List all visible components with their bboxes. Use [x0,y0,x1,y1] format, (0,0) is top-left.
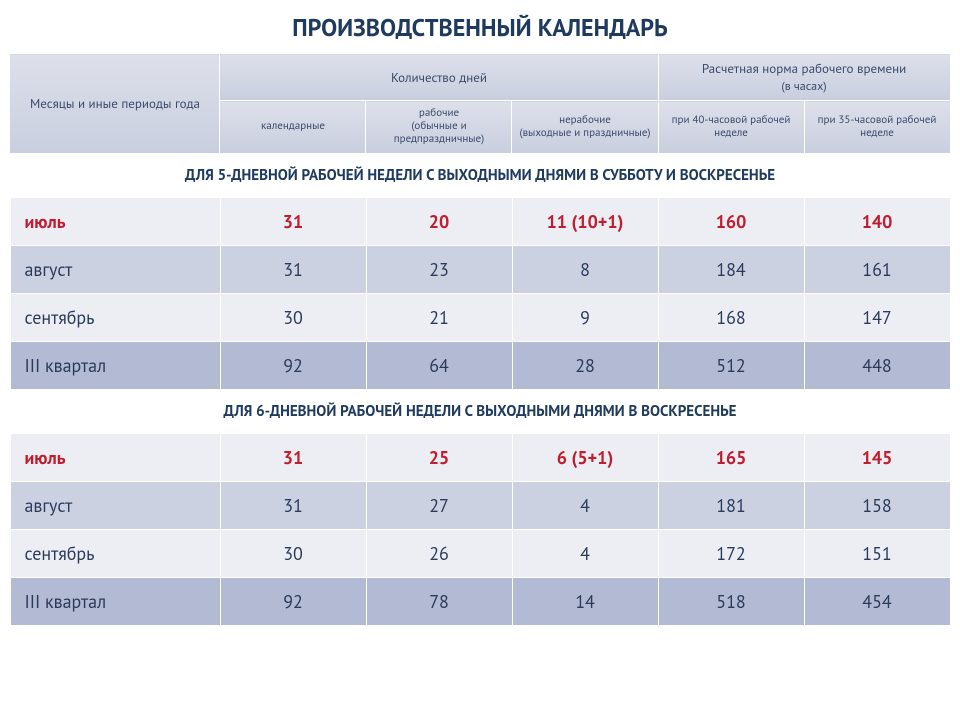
cell: 168 [658,293,804,341]
row-label: III квартал [10,577,220,625]
row-label: июль [10,197,220,245]
cell: 165 [658,433,804,481]
table-row-total: III квартал 92 78 14 518 454 [10,577,950,625]
table-row: август 31 27 4 181 158 [10,481,950,529]
hdr-norm-label: Расчетная норма рабочего времени [702,60,906,77]
table-row: август 31 23 8 184 161 [10,245,950,293]
row-label: июль [10,433,220,481]
section-5day-label: ДЛЯ 5-ДНЕВНОЙ РАБОЧЕЙ НЕДЕЛИ С ВЫХОДНЫМИ… [0,154,960,197]
hdr-days-count: Количество дней [220,54,658,101]
table-5day: июль 31 20 11 (10+1) 160 140 август 31 2… [10,197,951,390]
cell: 8 [512,245,658,293]
row-label: август [10,245,220,293]
cell: 31 [220,197,366,245]
hdr-norm: Расчетная норма рабочего времени (в часа… [658,54,950,101]
table-row: сентябрь 30 21 9 168 147 [10,293,950,341]
cell: 151 [804,529,950,577]
hdr-nonwork-label: нерабочие [559,113,611,127]
page-title: ПРОИЗВОДСТВЕННЫЙ КАЛЕНДАРЬ [0,0,960,53]
hdr-work-sub: (обычные и предпраздничные) [394,119,484,146]
cell: 14 [512,577,658,625]
hdr-work-label: рабочие [419,106,459,120]
cell: 448 [804,341,950,389]
cell: 147 [804,293,950,341]
cell: 161 [804,245,950,293]
hdr-at40: при 40-часовой рабочей неделе [658,101,804,154]
cell: 21 [366,293,512,341]
cell: 184 [658,245,804,293]
hdr-nonwork: нерабочие (выходные и праздничные) [512,101,658,154]
row-label: III квартал [10,341,220,389]
cell: 6 (5+1) [512,433,658,481]
section-6day-label: ДЛЯ 6-ДНЕВНОЙ РАБОЧЕЙ НЕДЕЛИ С ВЫХОДНЫМИ… [0,390,960,433]
table-row: июль 31 25 6 (5+1) 165 145 [10,433,950,481]
cell: 140 [804,197,950,245]
cell: 64 [366,341,512,389]
cell: 30 [220,293,366,341]
table-row: июль 31 20 11 (10+1) 160 140 [10,197,950,245]
cell: 30 [220,529,366,577]
cell: 158 [804,481,950,529]
cell: 26 [366,529,512,577]
cell: 31 [220,245,366,293]
cell: 92 [220,341,366,389]
table-row: сентябрь 30 26 4 172 151 [10,529,950,577]
cell: 512 [658,341,804,389]
header-table: Месяцы и иные периоды года Количество дн… [9,53,950,154]
cell: 172 [658,529,804,577]
table-row-total: III квартал 92 64 28 512 448 [10,341,950,389]
hdr-norm-unit: (в часах) [781,79,826,94]
cell: 160 [658,197,804,245]
row-label: сентябрь [10,529,220,577]
row-label: август [10,481,220,529]
cell: 25 [366,433,512,481]
cell: 31 [220,481,366,529]
row-label: сентябрь [10,293,220,341]
table-6day: июль 31 25 6 (5+1) 165 145 август 31 27 … [10,433,951,626]
cell: 4 [512,481,658,529]
cell: 518 [658,577,804,625]
cell: 454 [804,577,950,625]
cell: 20 [366,197,512,245]
cell: 28 [512,341,658,389]
cell: 145 [804,433,950,481]
cell: 78 [366,577,512,625]
cell: 31 [220,433,366,481]
hdr-nonwork-sub: (выходные и праздничные) [519,126,650,140]
hdr-periods: Месяцы и иные периоды года [10,54,220,154]
hdr-calendar: календарные [220,101,366,154]
cell: 27 [366,481,512,529]
hdr-work: рабочие (обычные и предпраздничные) [366,101,512,154]
cell: 9 [512,293,658,341]
cell: 4 [512,529,658,577]
cell: 23 [366,245,512,293]
hdr-at35: при 35-часовой рабочей неделе [804,101,950,154]
cell: 92 [220,577,366,625]
cell: 181 [658,481,804,529]
cell: 11 (10+1) [512,197,658,245]
